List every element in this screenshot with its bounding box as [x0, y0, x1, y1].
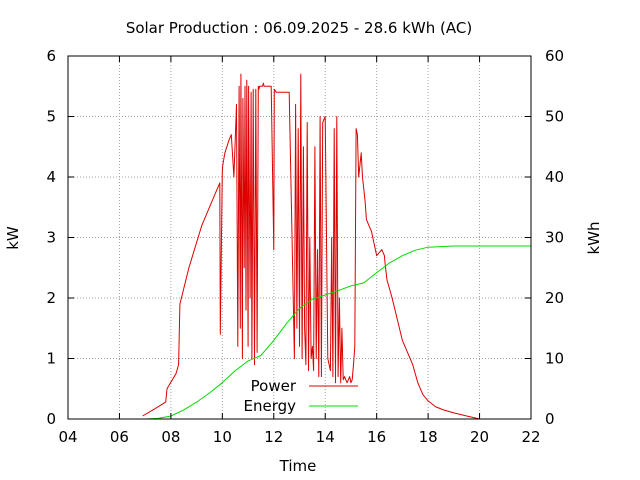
- series-line-energy: [145, 245, 531, 420]
- chart-title: Solar Production : 06.09.2025 - 28.6 kWh…: [126, 19, 472, 37]
- y-tick-label-right: 10: [545, 350, 564, 368]
- x-tick-label: 16: [367, 428, 386, 446]
- y-axis-label-right: kWh: [585, 221, 603, 254]
- x-tick-label: 20: [470, 428, 489, 446]
- x-axis-label: Time: [279, 457, 317, 475]
- y-tick-label-right: 50: [545, 108, 564, 126]
- y-axis-label-left: kW: [4, 226, 22, 250]
- legend: Power Energy: [243, 377, 358, 415]
- series-layer: [142, 73, 531, 420]
- y-tick-label-left: 1: [46, 350, 56, 368]
- y-tick-label-left: 4: [46, 168, 56, 186]
- x-tick-label: 10: [213, 428, 232, 446]
- x-tick-label: 18: [419, 428, 438, 446]
- x-tick-label: 14: [316, 428, 335, 446]
- y-tick-label-left: 2: [46, 289, 56, 307]
- y-tick-label-left: 5: [46, 108, 56, 126]
- y-tick-label-left: 0: [46, 410, 56, 428]
- x-tick-label: 22: [521, 428, 540, 446]
- y-tick-label-right: 20: [545, 289, 564, 307]
- x-tick-label: 04: [58, 428, 77, 446]
- tick-marks: [67, 55, 532, 420]
- x-tick-label: 06: [110, 428, 129, 446]
- y-tick-label-left: 6: [46, 47, 56, 65]
- y-tick-label-left: 3: [46, 229, 56, 247]
- legend-label-energy: Energy: [243, 397, 296, 415]
- y-tick-label-right: 0: [545, 410, 555, 428]
- legend-label-power: Power: [251, 377, 297, 395]
- y-tick-label-right: 60: [545, 47, 564, 65]
- x-tick-label: 12: [264, 428, 283, 446]
- y-tick-label-right: 30: [545, 229, 564, 247]
- y-tick-label-right: 40: [545, 168, 564, 186]
- series-line-power: [142, 73, 481, 420]
- x-tick-label: 08: [161, 428, 180, 446]
